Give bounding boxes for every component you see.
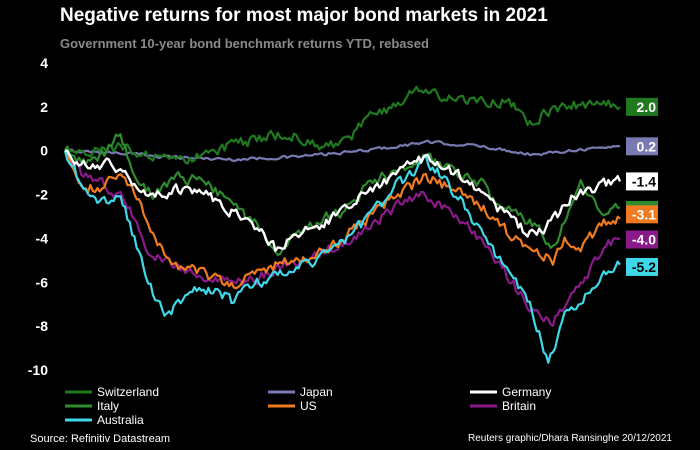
legend-item-germany: Germany [470,385,551,399]
legend-label: Switzerland [97,385,159,399]
end-label-switzerland: 2.0 [626,97,658,116]
end-label-value: 0.2 [637,138,657,154]
y-tick-label: -6 [36,274,49,290]
legend-item-italy: Italy [65,399,119,413]
legend-label: Germany [502,385,551,399]
legend-label: Britain [502,399,536,413]
end-label-value: -1.4 [632,173,656,189]
series-line-britain [64,150,621,327]
end-label-box [626,257,658,276]
series-line-australia [63,150,621,364]
y-tick-label: -8 [36,318,49,334]
series-line-germany [64,149,622,252]
end-label-box [626,137,658,156]
series-line-japan [64,139,621,162]
legend-item-australia: Australia [65,413,144,427]
legend-label: Japan [300,385,333,399]
end-label-box [626,97,658,116]
series-line-us [64,149,621,290]
y-axis: 4 2 0 -2 -4 -6 -8 -10 [28,55,48,378]
series-line-italy [64,133,620,257]
end-label-value: -3.1 [632,206,656,222]
legend-label: Australia [97,413,144,427]
end-label-box [626,172,658,191]
y-tick-label: -10 [28,362,48,378]
y-tick-label: 4 [40,55,48,71]
series-line-switzerland [64,85,621,165]
end-label-australia: -5.2 [626,257,658,276]
y-tick-label: 0 [40,143,48,159]
y-tick-label: 2 [40,99,48,115]
legend-item-switzerland: Switzerland [65,385,159,399]
end-label-box [626,205,658,224]
y-tick-label: -2 [36,187,49,203]
end-label-japan: 0.2 [626,137,658,156]
y-tick-label: -4 [36,230,49,246]
end-label-value: 2.0 [637,99,657,115]
source-note: Source: Refinitiv Datastream [30,433,170,445]
end-label-value: -4.0 [632,232,656,248]
legend-label: US [300,399,317,413]
end-labels: 2.0-2.60.2-3.1-1.4-4.0-5.2 [626,97,658,276]
legend-item-japan: Japan [268,385,333,399]
end-label-germany: -1.4 [626,172,658,191]
end-label-britain: -4.0 [626,230,658,249]
credit-note: Reuters graphic/Dhara Ransinghe 20/12/20… [467,433,672,444]
legend-item-us: US [268,399,317,413]
legend-item-britain: Britain [470,399,536,413]
end-label-value: -5.2 [632,259,656,275]
end-label-us: -3.1 [626,205,658,224]
chart-title: Negative returns for most major bond mar… [60,5,548,26]
series-lines [63,85,622,364]
chart-subtitle: Government 10-year bond benchmark return… [60,36,429,51]
legend-label: Italy [97,399,119,413]
end-label-box [626,230,658,249]
